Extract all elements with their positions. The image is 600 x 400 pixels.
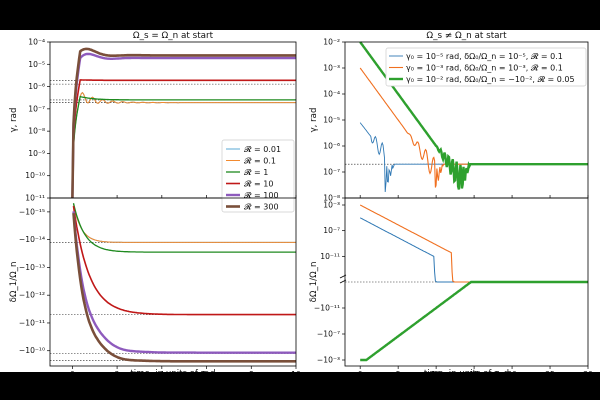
top-left-ytick-label: 10⁻⁸ <box>28 127 45 136</box>
top-right-ylabel: γ, rad <box>309 108 319 133</box>
top-left-legend-label: 𝓡 = 100 <box>244 190 279 200</box>
top-left-series-group <box>71 47 296 199</box>
figure-panel: Ω_s = Ω_n at start 10⁻¹¹ 10⁻¹⁰ 10⁻⁹ 10⁻⁸ 10⁻⁷… <box>0 30 600 372</box>
bottom-left-xlabel: time, in units of τ_d <box>130 369 215 372</box>
bottom-right-xlabel: time, in units of τ_d <box>424 369 509 372</box>
bottom-left-series-line <box>72 213 296 363</box>
top-left-legend-label: 𝓡 = 1 <box>244 167 268 177</box>
bottom-right-ytick-label: −10⁻¹¹ <box>314 304 340 313</box>
bottom-right-series-line <box>360 280 588 362</box>
top-left-ytick-label: 10⁻¹¹ <box>25 194 45 203</box>
bottom-left-series-line <box>72 211 296 354</box>
top-right-legend-box <box>385 47 587 87</box>
top-right-series-group <box>359 41 588 193</box>
top-right-ytick-label: 10⁻⁴ <box>323 90 340 99</box>
bottom-left-ytick-label: −10⁻¹⁴ <box>19 235 45 244</box>
top-right-legend-label: γ₀ = 10⁻² rad, δΩ₀/Ω_n = −10⁻², 𝓡 = 0.05 <box>406 74 575 84</box>
top-left-series-line <box>71 52 296 199</box>
top-left-ytick-label: 10⁻¹⁰ <box>25 171 45 180</box>
top-right-legend-label: γ₀ = 10⁻⁵ rad, δΩ₀/Ω_n = 10⁻⁵, 𝓡 = 0.1 <box>406 51 563 61</box>
top-left-ylabel: γ, rad <box>9 108 19 133</box>
top-right-ytick-label: 10⁻⁵ <box>323 116 340 125</box>
bottom-right-xtick-label: 25 <box>545 370 555 372</box>
bottom-right-ytick-label: 10⁻³ <box>323 201 340 210</box>
top-right-series-line <box>359 41 588 190</box>
top-left-legend-label: 𝓡 = 0.1 <box>244 156 276 166</box>
bottom-left-ylabel: δΩ_1/Ω_n <box>9 262 19 303</box>
top-right-legend-label: γ₀ = 10⁻³ rad, δΩ₀/Ω_n = 10⁻³, 𝓡 = 0.1 <box>406 63 563 73</box>
top-left-legend: 𝓡 = 0.01 𝓡 = 0.1𝓡 = 1 𝓡 = 10𝓡 = 100 𝓡 = 300 <box>221 139 295 213</box>
bottom-right-series-group <box>359 204 588 362</box>
bottom-right-ylabel: δΩ_1/Ω_n <box>309 262 319 303</box>
bottom-right-xtick-label: 10 <box>431 370 441 372</box>
bottom-left-ytick-label: −10⁻¹⁵ <box>19 207 45 216</box>
top-right-ytick-label: 10⁻⁶ <box>323 142 340 151</box>
top-left-ytick-label: 10⁻⁵ <box>28 60 45 69</box>
top-right-ytick-label: 10⁻⁸ <box>323 194 340 203</box>
top-right-series-line <box>359 122 588 193</box>
bottom-right-series-line <box>359 204 588 283</box>
four-panel-figure: Ω_s = Ω_n at start 10⁻¹¹ 10⁻¹⁰ 10⁻⁹ 10⁻⁸ 10⁻⁷… <box>9 31 593 372</box>
bottom-right-xtick-label: 20 <box>507 370 517 372</box>
bottom-left-ytick-label: −10⁻¹⁰ <box>19 346 45 355</box>
bottom-right-ytick-label: 10⁻⁷ <box>323 226 340 235</box>
bottom-right-xtick-label: 30 <box>583 370 593 372</box>
top-left-series-line <box>71 47 296 199</box>
top-left-series-line <box>71 95 296 199</box>
top-left-ytick-label: 10⁻⁴ <box>28 38 45 47</box>
top-left-legend-label: 𝓡 = 0.01 <box>244 144 281 154</box>
bottom-left-ytick-label: −10⁻¹³ <box>19 263 45 272</box>
bottom-left-series-line <box>72 205 296 316</box>
top-left-ytick-label: 10⁻⁹ <box>28 149 45 158</box>
bottom-right-ytick-label: −10⁻³ <box>317 356 340 365</box>
top-right-ytick-label: 10⁻⁷ <box>323 168 340 177</box>
top-left-series-line <box>71 79 296 199</box>
bottom-right-xtick-label: 5 <box>396 370 401 372</box>
top-left-series-line <box>71 91 296 199</box>
bottom-left-xtick-label: 8 <box>249 370 254 372</box>
top-left-ytick-label: 10⁻⁶ <box>28 82 45 91</box>
bottom-right-ytick-label: −10⁻⁷ <box>317 330 340 339</box>
top-left-ytick-label: 10⁻⁷ <box>28 104 45 113</box>
top-left-legend-label: 𝓡 = 300 <box>244 202 279 212</box>
bottom-right-ytick-label: 10⁻¹¹ <box>320 252 340 261</box>
bottom-left-series-line <box>72 203 296 253</box>
bottom-right-axes-frame <box>344 197 589 367</box>
bottom-left-xtick-label: 4 <box>159 370 164 372</box>
top-left-title: Ω_s = Ω_n at start <box>133 31 214 41</box>
bottom-left-ytick-label: −10⁻¹¹ <box>19 318 45 327</box>
top-right-legend: γ₀ = 10⁻⁵ rad, δΩ₀/Ω_n = 10⁻⁵, 𝓡 = 0.1 γ₀… <box>385 47 587 87</box>
top-right-title: Ω_s ≠ Ω_n at start <box>426 31 507 41</box>
bottom-left-series-line <box>73 203 296 243</box>
bottom-left-xtick-label: 10 <box>291 370 301 372</box>
bottom-left-xtick-label: 6 <box>204 370 209 372</box>
bottom-left-ytick-label: −10⁻¹² <box>19 291 45 300</box>
top-right-ytick-label: 10⁻² <box>323 38 340 47</box>
bottom-left-xtick-label: 0 <box>70 370 75 372</box>
bottom-right-series-line <box>359 217 585 283</box>
bottom-left-xtick-label: 2 <box>115 370 120 372</box>
top-left-legend-label: 𝓡 = 10 <box>244 179 273 189</box>
bottom-left-series-group <box>72 203 296 363</box>
bottom-right-xtick-label: 15 <box>469 370 479 372</box>
bottom-right-xtick-label: 0 <box>358 370 363 372</box>
bottom-left-axes-frame <box>49 197 297 367</box>
top-right-ytick-label: 10⁻³ <box>323 64 340 73</box>
